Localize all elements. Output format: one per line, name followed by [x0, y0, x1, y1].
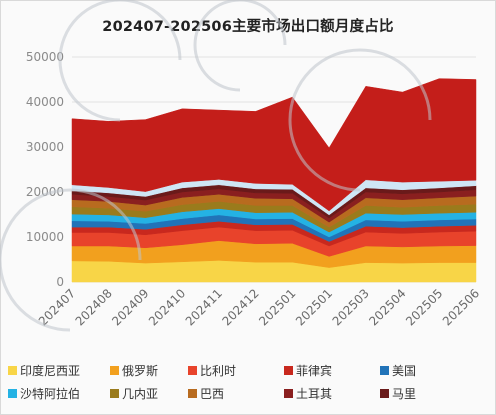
legend-item: 俄罗斯 — [110, 362, 188, 379]
legend-label: 俄罗斯 — [122, 364, 159, 378]
legend-item: 巴西 — [188, 385, 284, 402]
y-tick-label: 40000 — [26, 95, 64, 109]
legend-label: 菲律宾 — [296, 364, 333, 378]
legend-swatch — [188, 366, 197, 375]
legend-swatch — [380, 366, 389, 375]
legend-item: 美国 — [380, 362, 470, 379]
legend-item: 几内亚 — [110, 385, 188, 402]
y-tick-label: 50000 — [26, 50, 64, 64]
legend: 印度尼西亚 俄罗斯 比利时 菲律宾 美国沙特阿拉伯 几内亚 巴西 土耳其 马里 — [8, 362, 494, 402]
x-tick-label: 202506 — [440, 286, 482, 328]
x-tick-label: 202505 — [403, 286, 445, 328]
x-tick-label: 202411 — [183, 286, 225, 328]
legend-label: 巴西 — [200, 387, 225, 401]
y-tick-label: 10000 — [26, 230, 64, 244]
legend-swatch — [380, 389, 389, 398]
x-tick-label: 202501 — [293, 286, 335, 328]
legend-label: 印度尼西亚 — [20, 364, 81, 378]
legend-item: 土耳其 — [284, 385, 380, 402]
legend-label: 沙特阿拉伯 — [20, 387, 81, 401]
legend-swatch — [284, 389, 293, 398]
legend-swatch — [188, 389, 197, 398]
legend-item: 马里 — [380, 385, 470, 402]
x-tick-label: 202504 — [366, 286, 408, 328]
legend-swatch — [110, 366, 119, 375]
x-tick-label: 202503 — [330, 286, 372, 328]
area-series-印度尼西亚 — [71, 260, 477, 283]
legend-label: 比利时 — [200, 364, 237, 378]
legend-swatch — [8, 389, 17, 398]
legend-item: 菲律宾 — [284, 362, 380, 379]
y-tick-label: 20000 — [26, 185, 64, 199]
x-tick-label: 202408 — [73, 286, 115, 328]
legend-swatch — [284, 366, 293, 375]
legend-label: 几内亚 — [122, 387, 159, 401]
area-layer — [71, 78, 477, 283]
legend-swatch — [110, 389, 119, 398]
x-tick-label: 202412 — [219, 286, 261, 328]
y-tick-label: 30000 — [26, 140, 64, 154]
legend-item: 比利时 — [188, 362, 284, 379]
legend-item: 印度尼西亚 — [8, 362, 110, 379]
legend-label: 美国 — [392, 364, 417, 378]
y-tick-label: 0 — [56, 275, 64, 289]
legend-swatch — [8, 366, 17, 375]
x-tick-label: 202410 — [146, 286, 188, 328]
legend-label: 土耳其 — [296, 387, 333, 401]
x-tick-label: 202407 — [36, 286, 78, 328]
legend-label: 马里 — [392, 387, 417, 401]
x-tick-label: 202409 — [109, 286, 151, 328]
legend-item: 沙特阿拉伯 — [8, 385, 110, 402]
x-tick-label: 202501 — [256, 286, 298, 328]
